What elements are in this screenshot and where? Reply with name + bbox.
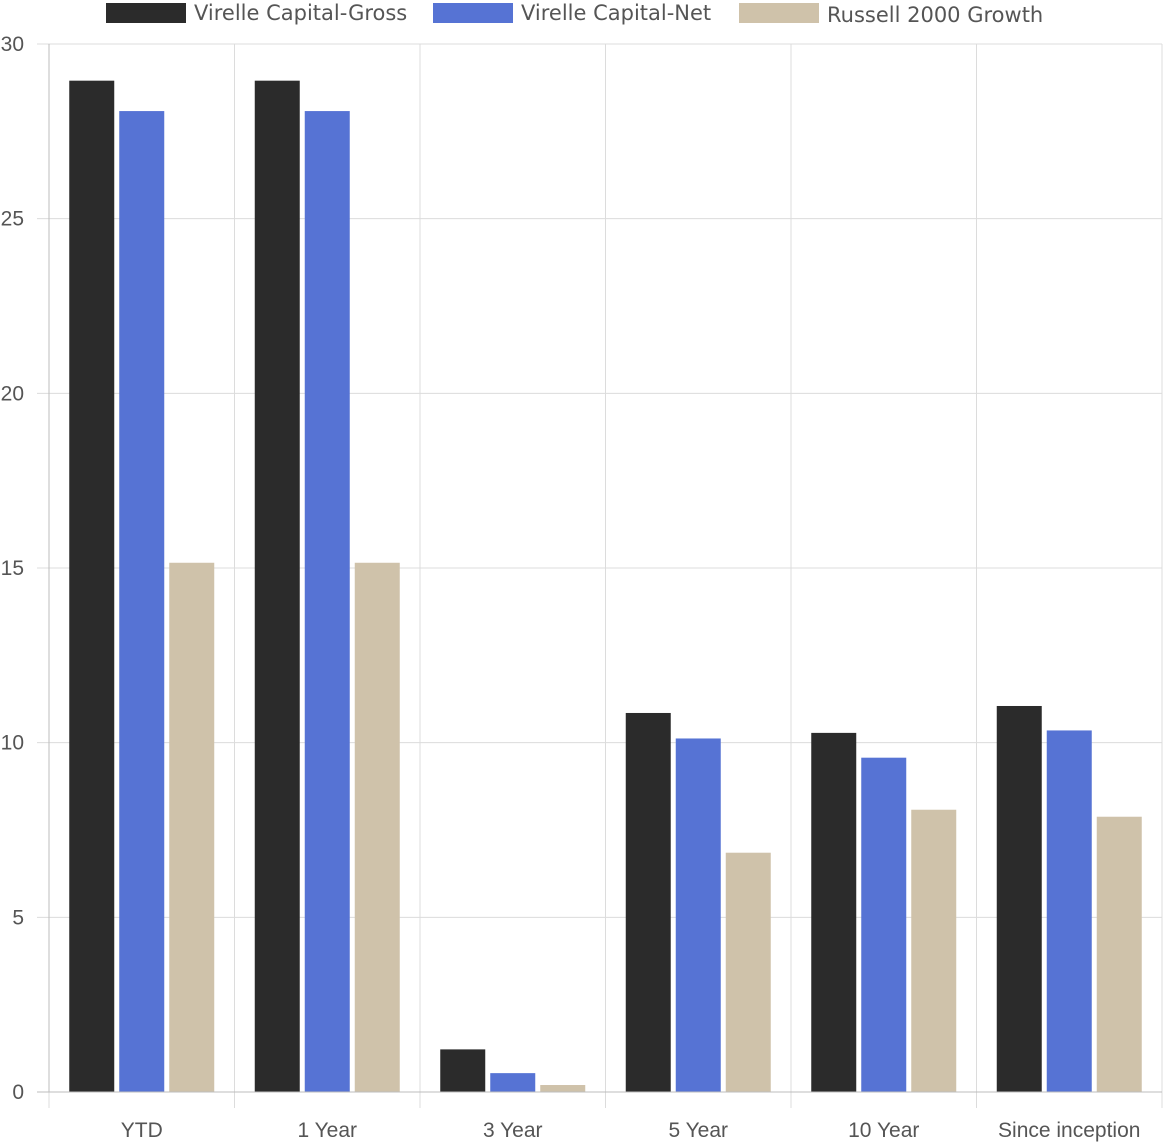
y-tick-label: 10 [1,732,24,755]
legend-label[interactable]: Russell 2000 Growth [827,3,1043,27]
bar[interactable] [996,705,1042,1092]
bar[interactable] [675,738,721,1092]
bar[interactable] [625,712,671,1092]
bar[interactable] [811,732,857,1092]
x-tick-label: Since inception [998,1119,1140,1142]
y-tick-label: 25 [1,208,24,231]
bar[interactable] [911,809,957,1092]
axes: 0 5 10 15 20 25 30 YTD 1 Year 3 Year 5 Year 10 Year… [1,33,1162,1142]
legend-label[interactable]: Virelle Capital-Net [521,1,711,25]
legend-label[interactable]: Virelle Capital-Gross [194,1,407,25]
y-tick-label: 30 [1,33,24,56]
bar[interactable] [540,1085,586,1092]
grid-lines [37,43,1163,1108]
y-tick-label: 15 [1,557,24,580]
bar[interactable] [69,80,115,1093]
bar[interactable] [169,562,215,1092]
x-tick-label: 1 Year [297,1119,357,1142]
legend-swatch[interactable] [433,3,513,23]
bar[interactable] [490,1073,536,1092]
bar[interactable] [1096,816,1142,1092]
x-tick-label: 3 Year [483,1119,543,1142]
y-tick-label: 5 [12,906,24,929]
bars [69,80,1142,1093]
bar[interactable] [304,111,350,1092]
bar[interactable] [1046,730,1092,1092]
legend-swatch[interactable] [739,3,819,23]
legend[interactable]: Virelle Capital-Gross Virelle Capital-Net… [106,1,1043,27]
x-tick-label: 10 Year [848,1119,919,1142]
bar[interactable] [119,111,165,1092]
bar[interactable] [440,1049,486,1092]
legend-swatch[interactable] [106,3,186,23]
bar[interactable] [254,80,300,1093]
x-tick-label: YTD [121,1119,163,1142]
y-tick-label: 0 [12,1081,24,1104]
y-tick-label: 20 [1,382,24,405]
bar[interactable] [725,852,771,1092]
bar[interactable] [354,562,400,1092]
bar[interactable] [861,757,907,1092]
x-tick-label: 5 Year [668,1119,728,1142]
